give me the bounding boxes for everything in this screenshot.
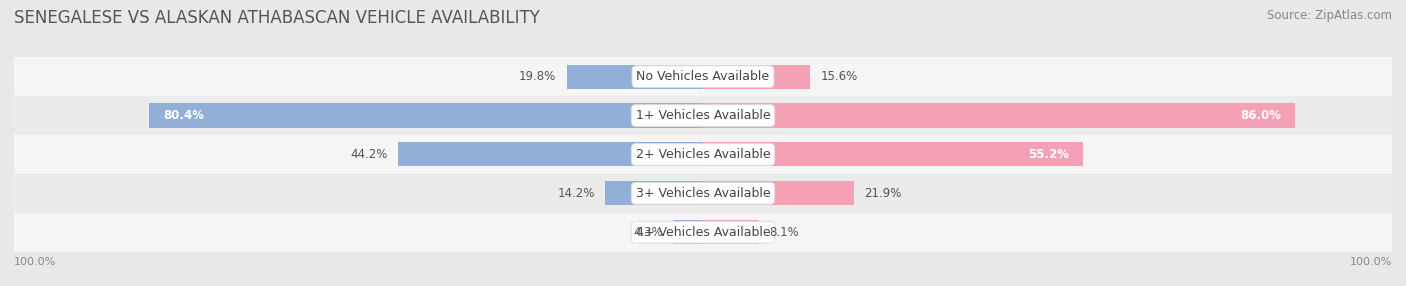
Text: 80.4%: 80.4%: [163, 109, 204, 122]
Bar: [703, 220, 759, 244]
Text: 1+ Vehicles Available: 1+ Vehicles Available: [636, 109, 770, 122]
Bar: [703, 181, 853, 205]
Bar: [14, 213, 1392, 252]
Bar: [149, 104, 703, 128]
Text: 21.9%: 21.9%: [865, 187, 901, 200]
Text: 15.6%: 15.6%: [821, 70, 858, 83]
Text: 4.3%: 4.3%: [633, 226, 664, 239]
Text: 100.0%: 100.0%: [1350, 257, 1392, 267]
Text: 14.2%: 14.2%: [557, 187, 595, 200]
Text: 8.1%: 8.1%: [769, 226, 799, 239]
Bar: [703, 104, 1295, 128]
Bar: [703, 65, 810, 89]
Text: 19.8%: 19.8%: [519, 70, 557, 83]
Bar: [673, 220, 703, 244]
Text: No Vehicles Available: No Vehicles Available: [637, 70, 769, 83]
Text: 3+ Vehicles Available: 3+ Vehicles Available: [636, 187, 770, 200]
Bar: [14, 57, 1392, 96]
Bar: [14, 96, 1392, 135]
Bar: [14, 174, 1392, 213]
Bar: [605, 181, 703, 205]
Text: SENEGALESE VS ALASKAN ATHABASCAN VEHICLE AVAILABILITY: SENEGALESE VS ALASKAN ATHABASCAN VEHICLE…: [14, 9, 540, 27]
Text: Source: ZipAtlas.com: Source: ZipAtlas.com: [1267, 9, 1392, 21]
Bar: [14, 135, 1392, 174]
Text: 86.0%: 86.0%: [1240, 109, 1282, 122]
Text: 44.2%: 44.2%: [350, 148, 388, 161]
Bar: [703, 142, 1083, 166]
Text: 2+ Vehicles Available: 2+ Vehicles Available: [636, 148, 770, 161]
Bar: [398, 142, 703, 166]
Text: 55.2%: 55.2%: [1029, 148, 1070, 161]
Text: 4+ Vehicles Available: 4+ Vehicles Available: [636, 226, 770, 239]
Text: 100.0%: 100.0%: [14, 257, 56, 267]
Bar: [567, 65, 703, 89]
